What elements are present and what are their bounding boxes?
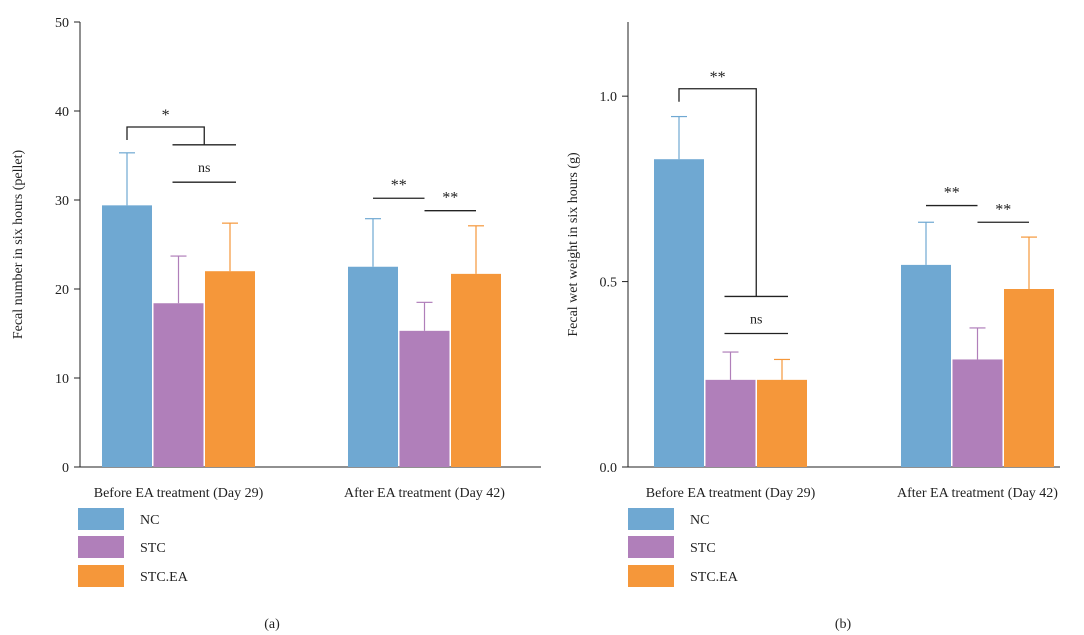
y-tick-label: 0 <box>62 461 69 476</box>
panel-label: (b) <box>835 617 852 632</box>
bar-nc <box>654 159 704 468</box>
legend-label: STC <box>140 541 166 556</box>
y-axis-title: Fecal number in six hours (pellet) <box>11 149 26 339</box>
panel-label: (a) <box>264 617 280 632</box>
significance-bracket <box>126 126 205 145</box>
legend-swatch <box>628 508 674 530</box>
y-tick-label: 0.0 <box>600 461 618 476</box>
y-tick-label: 1.0 <box>600 90 618 105</box>
significance-marker: ** <box>944 185 960 202</box>
significance-marker: * <box>162 107 170 124</box>
legend-label: NC <box>690 513 709 528</box>
bar-stc-ea <box>757 379 807 467</box>
legend-swatch <box>78 508 124 530</box>
significance-marker: ** <box>391 177 407 194</box>
x-tick-label: After EA treatment (Day 42) <box>897 486 1058 501</box>
y-tick-label: 40 <box>55 105 69 120</box>
bar-nc <box>901 264 951 467</box>
significance-marker: ns <box>750 313 762 328</box>
significance-marker: ** <box>710 69 726 86</box>
significance-marker: ns <box>198 161 210 176</box>
legend-label: NC <box>140 513 159 528</box>
y-tick-label: 10 <box>55 372 69 387</box>
y-tick-label: 50 <box>55 16 69 31</box>
significance-marker: ** <box>442 190 458 207</box>
chart-panel-b: 0.0 0.5 1.0 Fecal wet weight in six hours (… <box>566 22 1060 632</box>
bar-stc-ea <box>205 271 255 467</box>
bar-stc <box>153 303 204 467</box>
legend-label: STC.EA <box>140 570 189 585</box>
chart-panel-a: 0 10 20 30 40 50 Fecal number in six hours (pe… <box>11 16 541 632</box>
legend-label: STC <box>690 541 716 556</box>
bar-nc <box>348 266 398 467</box>
bar-stc <box>705 379 756 467</box>
bar-stc-ea <box>1004 289 1054 467</box>
x-tick-label: Before EA treatment (Day 29) <box>646 486 816 501</box>
bar-stc <box>952 359 1003 467</box>
x-tick-label: Before EA treatment (Day 29) <box>94 486 264 501</box>
y-tick-label: 0.5 <box>600 276 618 291</box>
y-tick-label: 20 <box>55 283 69 298</box>
legend-swatch <box>628 565 674 587</box>
significance-bracket <box>678 88 757 297</box>
significance-marker: ** <box>995 201 1011 218</box>
legend-swatch <box>628 536 674 558</box>
y-axis-title: Fecal wet weight in six hours (g) <box>566 152 581 337</box>
legend-label: STC.EA <box>690 570 739 585</box>
legend-swatch <box>78 565 124 587</box>
y-tick-label: 30 <box>55 194 69 209</box>
bar-stc <box>399 330 450 467</box>
legend-swatch <box>78 536 124 558</box>
bar-stc-ea <box>451 273 501 467</box>
bar-nc <box>102 205 152 467</box>
x-tick-label: After EA treatment (Day 42) <box>344 486 505 501</box>
